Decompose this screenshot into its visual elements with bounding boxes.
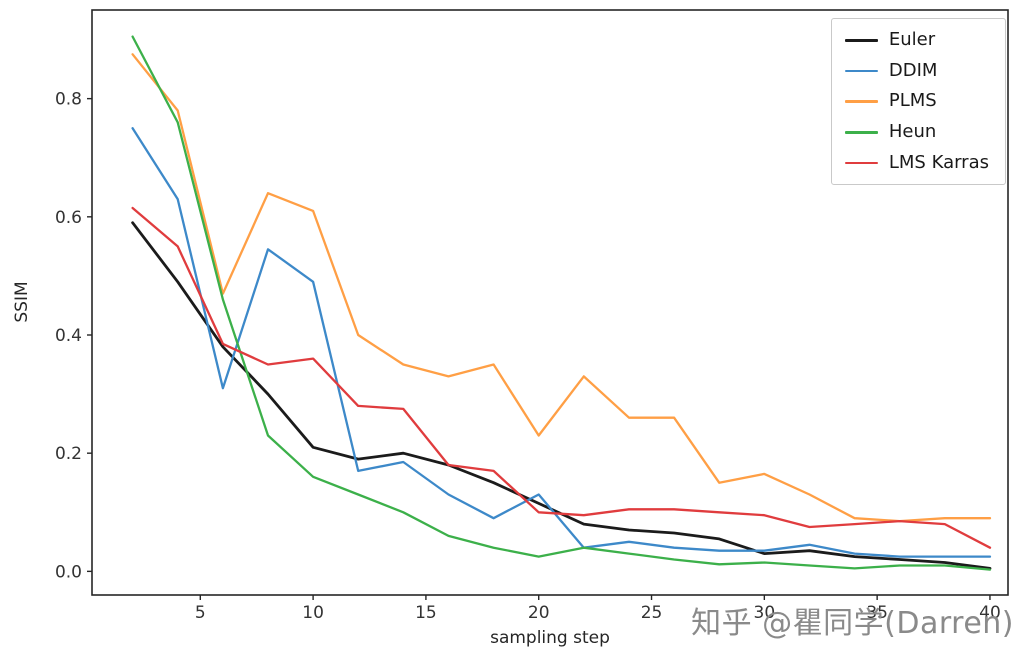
legend-line-swatch-heun xyxy=(844,131,878,134)
y-tick-label: 0.2 xyxy=(55,444,82,464)
legend-item-euler: Euler xyxy=(844,29,989,51)
series-line-ddim xyxy=(131,127,992,558)
x-tick-label: 20 xyxy=(528,603,550,623)
y-tick-label: 0.0 xyxy=(55,562,82,582)
watermark-text: 知乎 @瞿同学(Darren) xyxy=(691,606,1014,641)
y-tick-label: 0.8 xyxy=(55,90,82,110)
plot-border xyxy=(91,9,1009,596)
y-tick-label: 0.6 xyxy=(55,208,82,228)
series-line-heun xyxy=(131,35,992,571)
legend-label-ddim: DDIM xyxy=(888,59,938,81)
legend-line-swatch-lms-karras xyxy=(844,161,878,165)
legend-item-heun: Heun xyxy=(844,121,989,143)
x-axis-label: sampling step xyxy=(490,628,610,648)
legend-item-plms: PLMS xyxy=(844,90,989,112)
legend-label-lms-karras: LMS Karras xyxy=(888,151,989,173)
y-tick-label: 0.4 xyxy=(55,326,82,346)
legend-line-swatch-euler xyxy=(844,38,878,42)
legend-label-heun: Heun xyxy=(888,121,937,143)
series-line-euler xyxy=(131,221,992,570)
y-axis-label: SSIM xyxy=(12,281,32,323)
legend-line-swatch-ddim xyxy=(844,69,878,73)
legend-label-euler: Euler xyxy=(888,29,936,50)
x-tick-label: 35 xyxy=(866,603,888,623)
legend-item-ddim: DDIM xyxy=(844,59,989,82)
x-tick-label: 30 xyxy=(754,603,776,623)
series-line-plms xyxy=(131,53,992,523)
x-tick-label: 40 xyxy=(979,603,1001,623)
x-tick-label: 5 xyxy=(195,603,206,623)
legend: Euler DDIM PLMS Heun LMS Karras xyxy=(830,18,1006,186)
legend-label-plms: PLMS xyxy=(888,90,937,112)
x-tick-label: 25 xyxy=(641,603,663,623)
legend-line-swatch-plms xyxy=(844,100,878,103)
x-tick-label: 10 xyxy=(302,603,324,623)
legend-item-lms-karras: LMS Karras xyxy=(844,151,989,174)
x-tick-label: 15 xyxy=(415,603,437,623)
series-line-lms-karras xyxy=(131,206,992,549)
